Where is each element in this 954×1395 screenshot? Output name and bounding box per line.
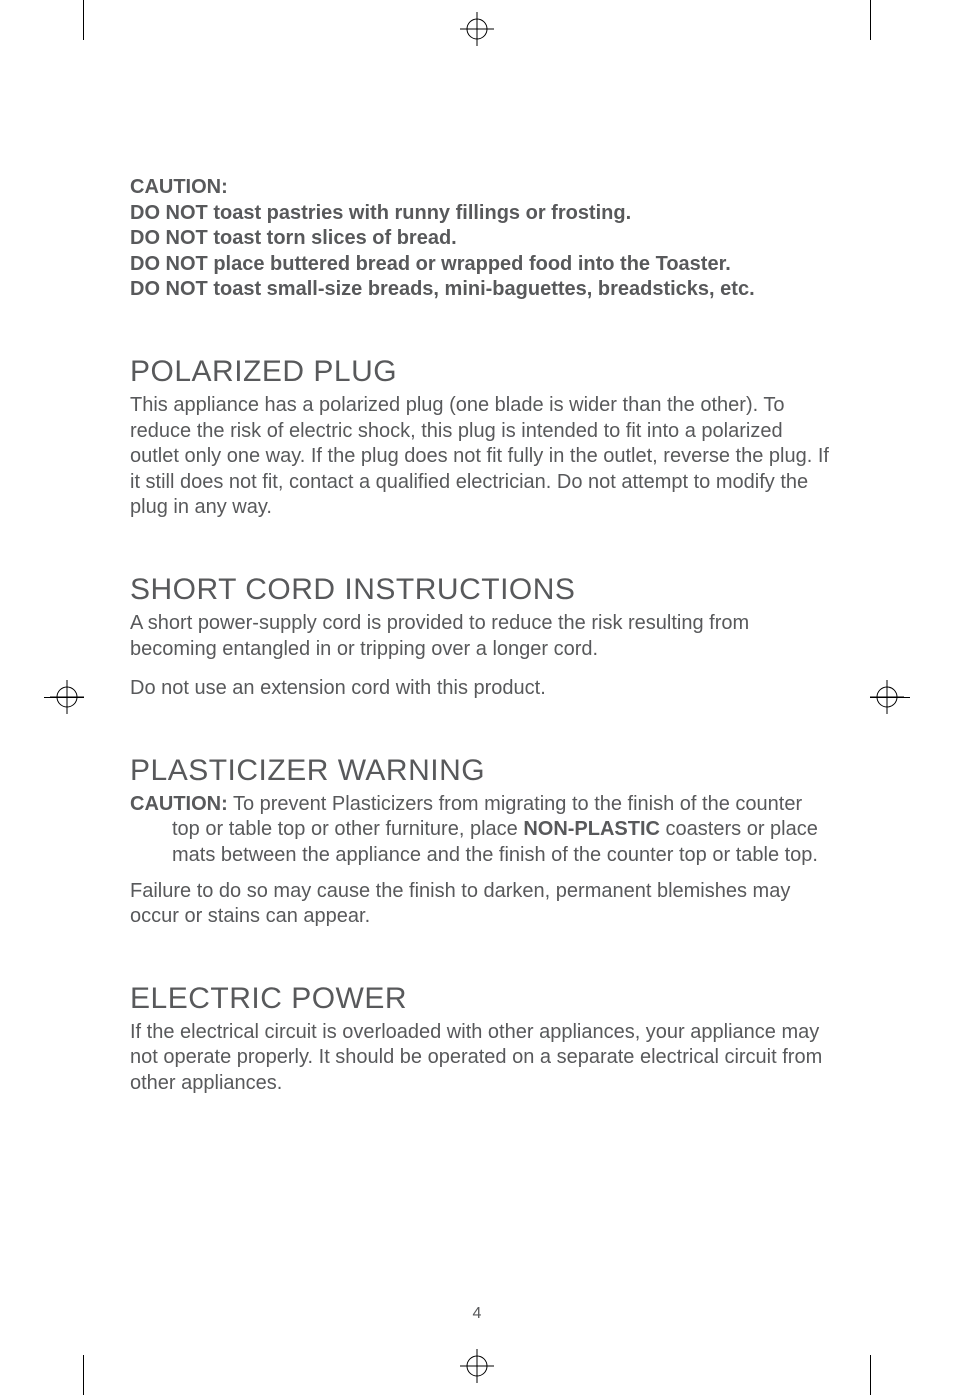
body-short-cord-2: Do not use an extension cord with this p…	[130, 676, 830, 702]
crop-mark	[870, 1355, 871, 1395]
body-electric-power: If the electrical circuit is overloaded …	[130, 1020, 830, 1097]
heading-plasticizer: PLASTICIZER WARNING	[130, 754, 830, 788]
page-number: 4	[0, 1305, 954, 1323]
heading-short-cord: SHORT CORD INSTRUCTIONS	[130, 573, 830, 607]
caution-line: DO NOT toast pastries with runny filling…	[130, 201, 830, 227]
body-short-cord-1: A short power-supply cord is provided to…	[130, 611, 830, 662]
caution-line: DO NOT toast small-size breads, mini-bag…	[130, 277, 830, 303]
caution-line: DO NOT toast torn slices of bread.	[130, 226, 830, 252]
nonplastic-label: NON-PLASTIC	[523, 818, 660, 840]
caution-line: DO NOT place buttered bread or wrapped f…	[130, 252, 830, 278]
crop-mark	[870, 0, 871, 40]
body-plasticizer-caution: CAUTION: To prevent Plasticizers from mi…	[130, 792, 830, 869]
registration-mark-icon	[460, 1349, 494, 1383]
crop-mark	[83, 0, 84, 40]
registration-mark-icon	[50, 680, 84, 714]
caution-label: CAUTION:	[130, 793, 228, 815]
body-plasticizer-failure: Failure to do so may cause the finish to…	[130, 879, 830, 930]
heading-electric-power: ELECTRIC POWER	[130, 982, 830, 1016]
heading-polarized-plug: POLARIZED PLUG	[130, 355, 830, 389]
body-polarized-plug: This appliance has a polarized plug (one…	[130, 393, 830, 521]
caution-title: CAUTION:	[130, 175, 830, 201]
page-content: CAUTION: DO NOT toast pastries with runn…	[130, 175, 830, 1096]
registration-mark-icon	[870, 680, 904, 714]
registration-mark-icon	[460, 12, 494, 46]
caution-block: CAUTION: DO NOT toast pastries with runn…	[130, 175, 830, 303]
crop-mark	[83, 1355, 84, 1395]
